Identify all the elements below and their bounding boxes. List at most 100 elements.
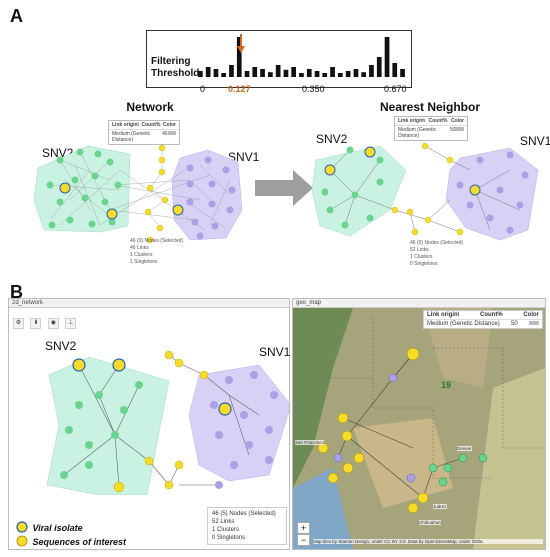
snv2-cluster-hull <box>311 145 407 237</box>
map-yellow-nodes <box>317 347 429 514</box>
legend-interest-label: Sequences of interest <box>32 537 126 547</box>
network-graph[interactable] <box>30 140 260 250</box>
b-network-graph[interactable] <box>29 335 289 495</box>
zoom-out-button[interactable]: − <box>297 534 310 546</box>
network-link-legend: Link origin\ Count% Color Medium (Genetic … <box>108 120 180 145</box>
legend-swatch <box>528 321 539 325</box>
histogram-title-line2: Threshold <box>151 68 200 79</box>
histogram-tick-max: 0.670 <box>384 84 407 94</box>
legend-viral-label: Viral isolate <box>32 523 83 533</box>
stat-clusters: 1 Clusters <box>410 254 433 260</box>
histogram-tick-mid: 0.350 <box>302 84 325 94</box>
camera-icon[interactable]: ◉ <box>47 318 59 329</box>
histogram-tick-0: 0 <box>200 84 206 94</box>
histogram-bar <box>392 63 398 77</box>
network-snv1-label: SNV1 <box>228 150 260 164</box>
legend-row-count: 50 <box>511 321 518 327</box>
network-window[interactable]: 2d_network ⚙ ⬇ ◉ ⊥ SNV2 SNV1 <box>8 298 290 550</box>
histogram-bar <box>268 72 273 77</box>
legend-row-count: 50 <box>449 127 456 133</box>
histogram-bar <box>275 65 281 77</box>
legend-swatch <box>455 127 464 131</box>
histogram-tick-threshold: 0.127 <box>228 84 251 94</box>
b-snv1-label: SNV1 <box>259 345 291 359</box>
panel-b-label: B <box>10 282 23 302</box>
map-link-legend: Link origin\ Count% Color Medium (Genetic … <box>423 310 543 329</box>
legend-viral-isolate: Viral isolate <box>16 518 83 536</box>
legend-row-label: Medium (Genetic Distance) <box>112 131 151 143</box>
histogram-bar <box>400 69 405 77</box>
panel-a-label: A <box>10 6 23 26</box>
snv1-nodes <box>456 151 529 234</box>
flask-icon <box>324 146 481 196</box>
map-label-juarez: Juárez <box>433 504 447 509</box>
histogram-bar <box>314 71 320 77</box>
histogram-bar <box>338 73 343 77</box>
yellow-nodes <box>144 144 169 244</box>
snv1-cluster-hull <box>188 364 289 482</box>
stat-singletons: 0 Singletons <box>410 261 438 267</box>
settings-gear-icon[interactable]: ⚙ <box>13 318 24 329</box>
legend-row-label: Medium (Genetic Distance) <box>398 127 437 139</box>
download-icon[interactable]: ⬇ <box>30 318 42 329</box>
snv1-nodes <box>186 156 236 240</box>
histogram-bar <box>221 73 226 77</box>
histogram-bar <box>213 69 219 77</box>
zoom-in-button[interactable]: + <box>297 522 310 534</box>
nearest-neighbor-graph[interactable] <box>310 140 545 250</box>
legend-swatch <box>167 131 176 135</box>
network-title: Network <box>126 100 174 114</box>
legend-col-color: Color <box>162 122 176 128</box>
svg-text:19: 19 <box>441 380 451 390</box>
stat-clusters: 1 Clusters <box>130 252 153 258</box>
map-label-denver: Denver <box>457 446 472 451</box>
legend-col-color: Color <box>523 312 539 318</box>
b-snv2-label: SNV2 <box>45 339 77 353</box>
histogram-bars <box>198 37 405 77</box>
yellow-nodes <box>113 350 209 493</box>
histogram-title-line1: Filtering <box>151 56 191 67</box>
histogram-bar <box>330 67 335 77</box>
legend-col-color: Color <box>450 118 464 124</box>
map-attribution: Map tiles by Stamen Design, under CC BY … <box>313 539 543 544</box>
histogram-bar <box>299 73 304 77</box>
histogram-bar <box>353 69 359 77</box>
legend-col-origin: Link origin\ <box>427 312 460 318</box>
map-label-sf: San Francisco <box>295 440 324 445</box>
stat-singletons: 0 Singletons <box>212 535 246 541</box>
stat-nodes: 46 (0) Nodes (Selected) <box>130 238 184 244</box>
threshold-histogram[interactable]: Filtering Threshold <box>146 30 412 88</box>
legend-col-origin: Link origin\ <box>112 122 139 128</box>
legend-sequences-interest: Sequences of interest <box>16 532 126 550</box>
legend-col-count: Count% <box>428 118 448 124</box>
geo-map[interactable]: 19 Link origin\ Count% Color Medium (Genet… <box>293 308 545 549</box>
network-stats: 46 (0) Nodes (Selected) 46 Links 1 Clust… <box>130 238 183 266</box>
yellow-circle-icon <box>16 535 28 547</box>
histogram-bar <box>260 69 265 77</box>
snv1-cluster-hull <box>445 147 539 241</box>
threshold-marker-arrow[interactable] <box>236 34 246 54</box>
network-window-titlebar[interactable]: 2d_network <box>9 299 289 308</box>
zoom-controls[interactable]: + − <box>297 522 310 546</box>
map-window-titlebar[interactable]: geo_map <box>293 299 545 308</box>
map-window[interactable]: geo_map <box>292 298 546 550</box>
nearest-neighbor-title: Nearest Neighbor <box>379 100 481 114</box>
histogram-bar <box>205 67 211 77</box>
histogram-bar <box>376 57 382 77</box>
snv2-cluster-hull <box>46 356 170 495</box>
legend-row-label: Medium (Genetic Distance) <box>427 321 500 327</box>
histogram-bar <box>252 67 258 77</box>
histogram-bar <box>322 73 328 77</box>
pin-icon[interactable]: ⊥ <box>65 318 77 329</box>
nn-snv1-label: SNV1 <box>520 134 550 148</box>
nn-link-legend: Link origin\ Count% Color Medium (Genetic … <box>394 116 468 141</box>
histogram-bar <box>369 65 374 77</box>
histogram-bar <box>198 71 203 77</box>
stat-links: 52 Links <box>410 247 429 253</box>
map-purple-nodes <box>333 373 416 483</box>
stat-clusters: 1 Clusters <box>212 527 240 533</box>
histogram-bar <box>361 72 366 77</box>
nn-stats: 46 (0) Nodes (Selected) 52 Links 1 Clust… <box>410 240 463 268</box>
histogram-bar <box>345 71 351 77</box>
nn-snv2-label: SNV2 <box>316 132 348 146</box>
